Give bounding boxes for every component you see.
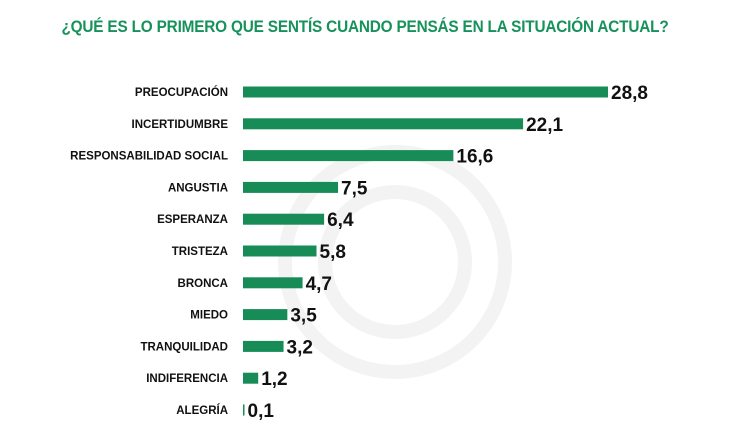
category-label: MIEDO (190, 310, 228, 322)
bar (243, 309, 288, 321)
value-label: 0,1 (248, 401, 275, 422)
bar (243, 150, 454, 162)
value-label: 5,8 (320, 242, 346, 263)
category-label: ESPERANZA (157, 214, 228, 226)
category-label: ANGUSTIA (168, 182, 228, 194)
bar (243, 340, 284, 352)
bar (243, 181, 339, 193)
category-label: RESPONSABILIDAD SOCIAL (70, 151, 228, 163)
bar (243, 404, 245, 416)
category-label: PREOCUPACIÓN (135, 86, 228, 99)
bar (243, 86, 608, 98)
value-label: 16,6 (456, 147, 493, 168)
category-label: INCERTIDUMBRE (132, 119, 229, 131)
value-label: 3,5 (290, 306, 317, 327)
category-label: TRISTEZA (172, 246, 228, 258)
category-label: ALEGRÍA (176, 404, 228, 417)
bar (243, 372, 259, 384)
bar (243, 245, 317, 257)
bar (243, 118, 524, 130)
value-label: 4,7 (306, 274, 332, 295)
chart-title: ¿QUÉ ES LO PRIMERO QUE SENTÍS CUANDO PEN… (61, 18, 669, 36)
value-label: 6,4 (327, 210, 354, 231)
category-label: INDIFERENCIA (146, 373, 228, 385)
value-label: 28,8 (611, 83, 648, 104)
bar (243, 213, 325, 225)
value-label: 22,1 (526, 115, 563, 136)
value-label: 3,2 (287, 337, 313, 358)
value-label: 7,5 (341, 178, 368, 199)
value-label: 1,2 (261, 369, 287, 390)
category-label: BRONCA (178, 278, 228, 290)
category-label: TRANQUILIDAD (140, 341, 228, 353)
bar (243, 277, 303, 289)
